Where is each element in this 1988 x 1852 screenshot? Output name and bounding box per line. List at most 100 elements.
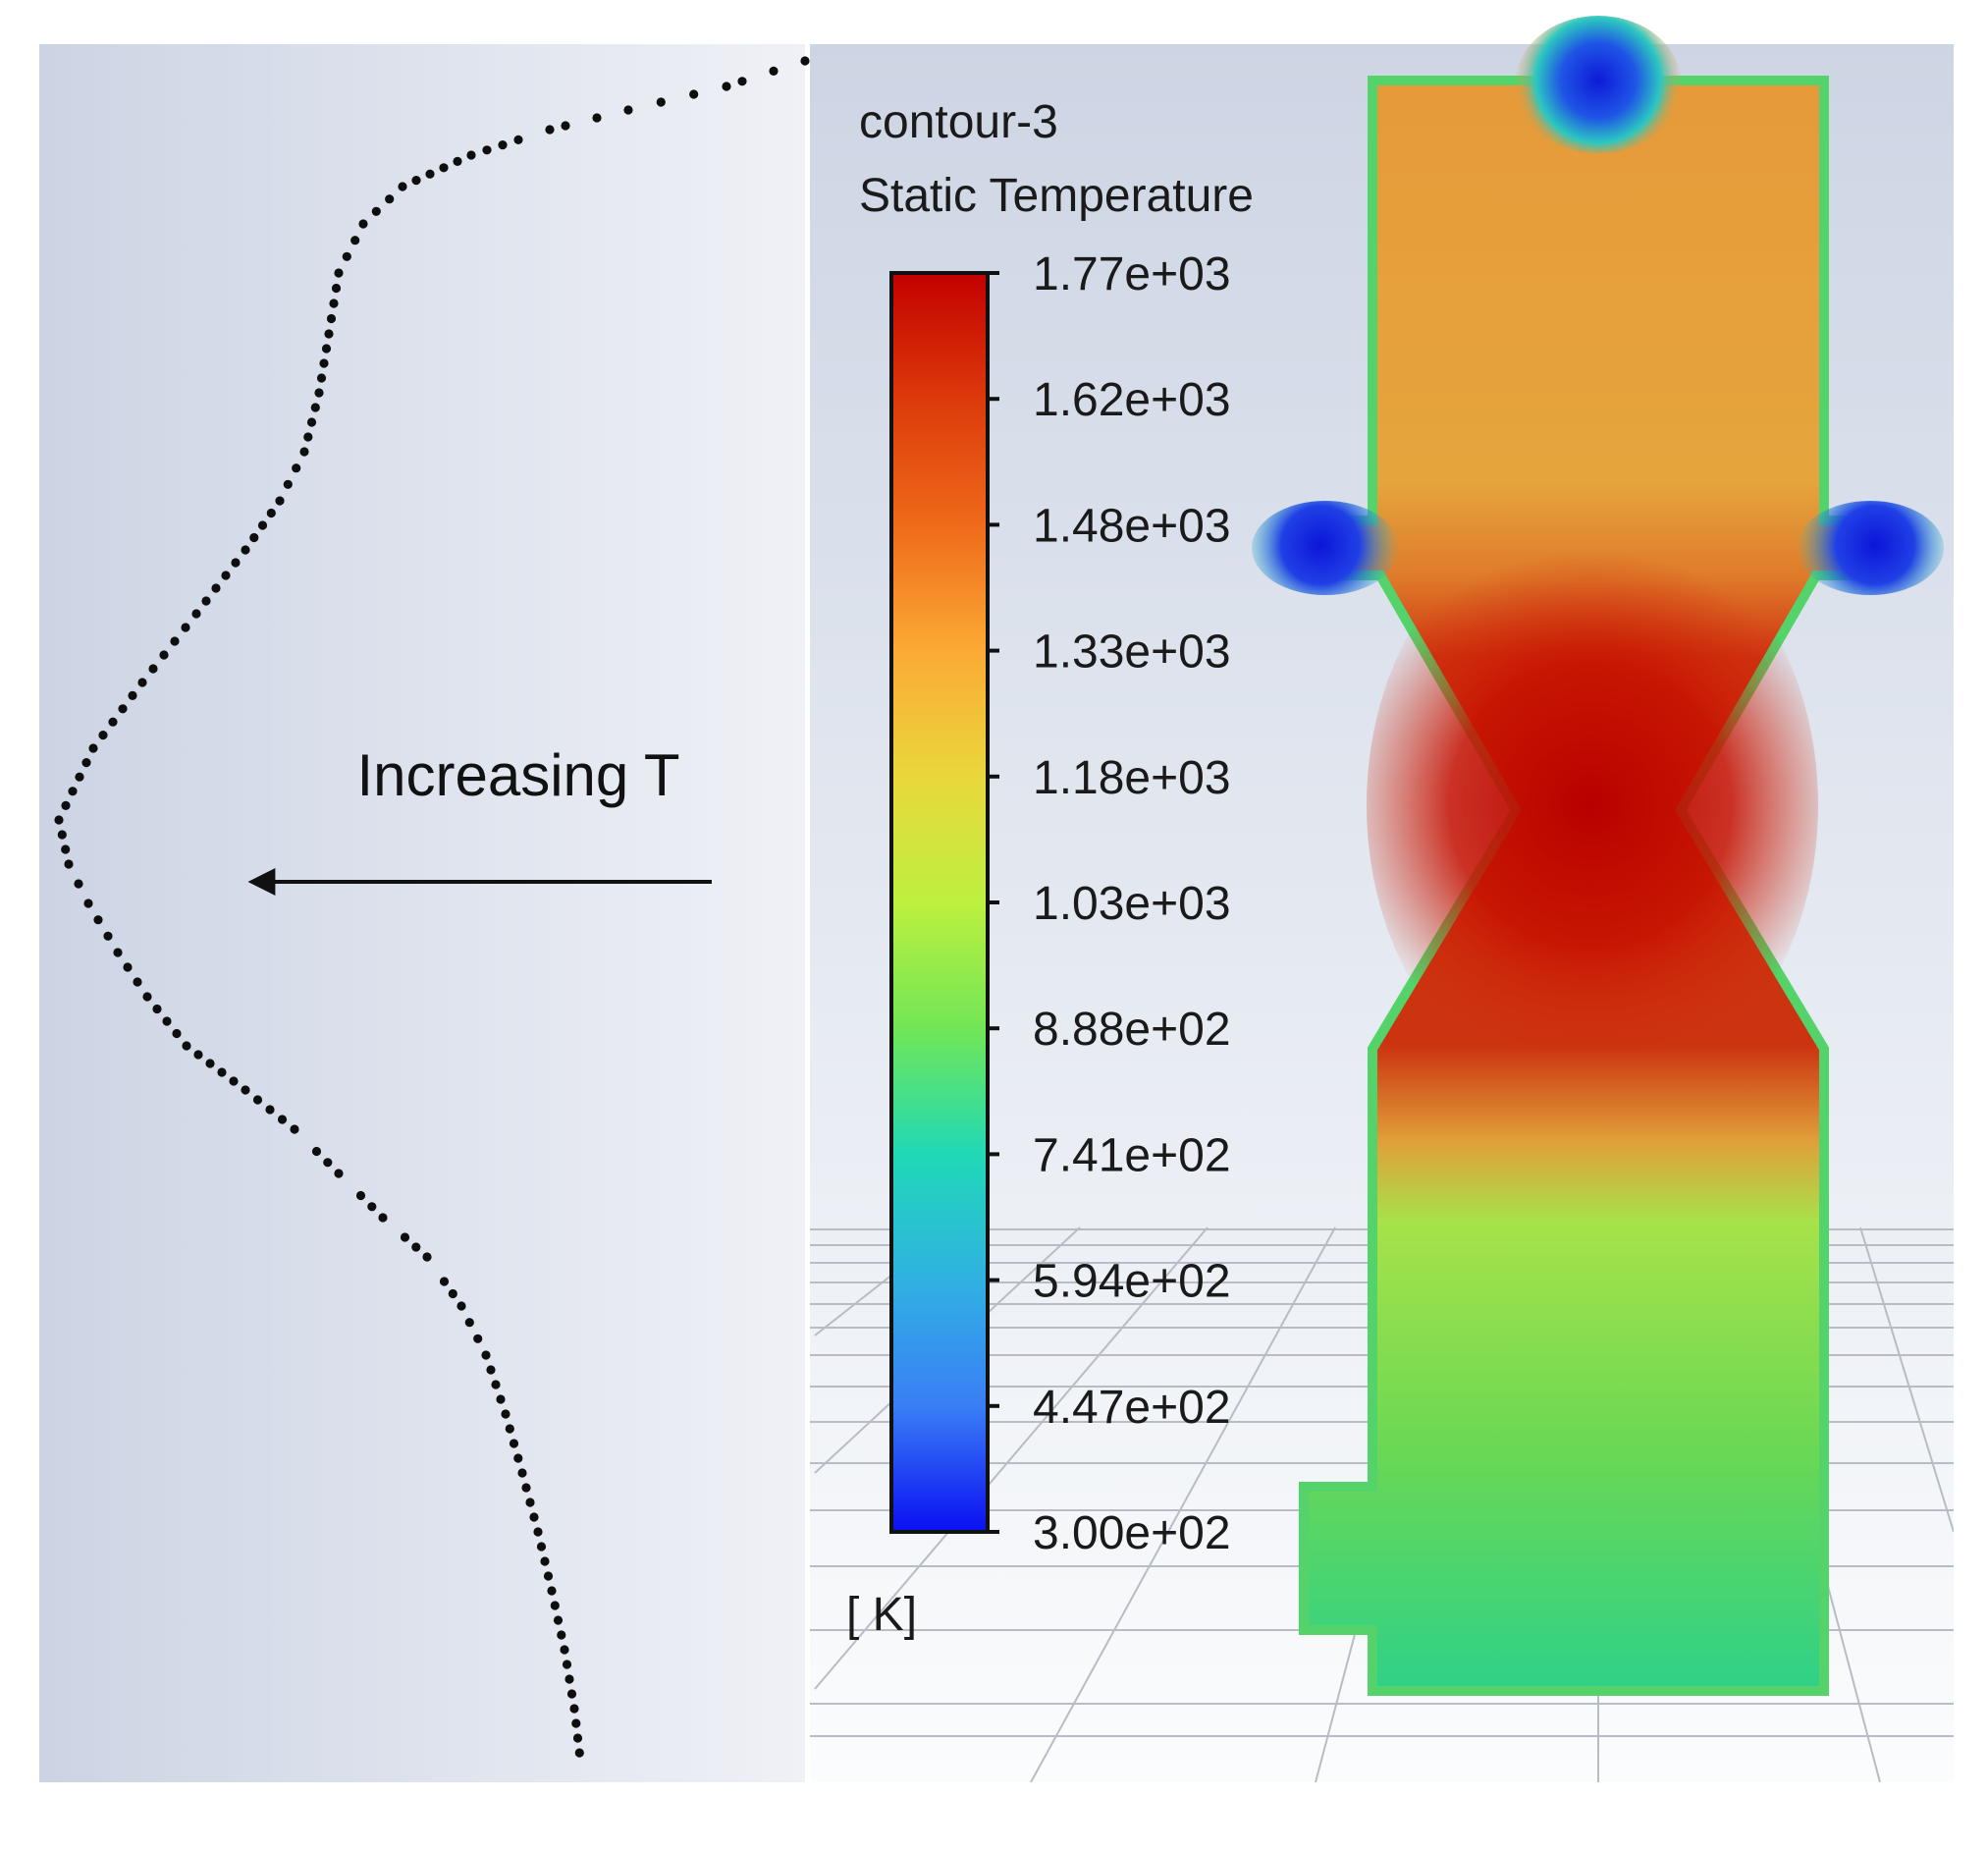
profile-point [448,1288,457,1299]
profile-point [566,1689,577,1699]
profile-point [182,1041,191,1051]
profile-point [103,931,113,941]
profile-point [249,532,259,543]
profile-point [453,156,462,166]
colorbar-tick-label: 3.00e+02 [1033,1507,1231,1559]
profile-point [529,1512,539,1522]
legend-quantity: Static Temperature [859,170,1254,222]
contour-panel: contour-3 Static Temperature 1.77e+03 1.6… [810,16,1954,1782]
profile-point [545,125,555,135]
profile-point [292,463,301,473]
profile-point [592,113,602,123]
reactor-contour [1252,16,1944,1696]
temperature-profile-panel: Increasing T [39,44,810,1782]
profile-point [266,508,276,518]
profile-point [118,704,128,714]
profile-point [323,1158,333,1168]
colorbar-tick-label: 1.62e+03 [1033,374,1231,426]
profile-point [562,1660,572,1669]
profile-point [367,1202,377,1212]
profile-point [342,251,351,261]
profile-point [310,403,320,412]
profile-background [39,44,805,1782]
profile-point [88,743,98,753]
profile-point [378,1213,388,1223]
profile-point [501,1409,510,1419]
colorbar-tick-label: 1.48e+03 [1033,500,1231,552]
cold-inlet-top [1515,16,1682,153]
profile-point [571,1718,581,1728]
profile-point [311,1146,322,1157]
colorbar-tick-label: 1.77e+03 [1033,248,1231,300]
profile-point [547,1586,557,1596]
profile-points [54,56,810,1758]
profile-point [334,268,344,278]
colorbar-tick-label: 1.33e+03 [1033,626,1231,679]
profile-point [181,623,190,632]
profile-point [411,176,421,186]
profile-point [98,731,108,740]
profile-point [324,329,334,339]
profile-point [457,1301,466,1311]
profile-point [303,432,313,442]
profile-point [355,1190,366,1201]
profile-point [498,140,508,150]
profile-point [172,1028,182,1039]
increasing-t-label: Increasing T [356,742,679,808]
profile-point [316,373,327,383]
profile-point [321,344,332,354]
profile-point [137,678,147,687]
profile-point [536,1542,547,1552]
profile-point [722,82,731,91]
profile-point [229,1076,239,1086]
profile-point [623,105,633,115]
profile-point [561,121,570,131]
profile-point [170,636,180,646]
profile-point [533,1527,543,1537]
profile-point [473,1334,483,1343]
profile-point [550,1601,560,1610]
profile-point [689,89,699,99]
profile-point [505,1424,514,1434]
profile-point [358,219,368,229]
profile-point [398,182,407,191]
profile-point [466,150,476,160]
profile-point [400,1232,410,1242]
profile-point [252,1095,263,1105]
profile-point [257,520,268,530]
profile-point [133,977,142,987]
profile-point [64,859,74,869]
profile-point [513,135,523,144]
profile-point [152,1004,162,1014]
profile-point [486,1365,496,1375]
profile-point [191,609,201,619]
colorbar-tick-label: 1.18e+03 [1033,752,1231,804]
cold-inlet-left [1252,501,1399,595]
colorbar-tick-label: 1.03e+03 [1033,878,1231,930]
profile-point [656,97,666,107]
profile-point [517,1468,527,1478]
colorbar-ticks: 1.77e+03 1.62e+03 1.48e+03 1.33e+03 1.18e+03… [988,248,1231,1559]
profile-point [425,169,435,179]
profile-point [314,388,324,398]
profile-point [569,1704,579,1714]
profile-point [54,815,64,825]
profile-point [217,1067,227,1077]
profile-point [496,1394,506,1404]
profile-point [93,915,103,925]
profile-point [68,787,78,796]
profile-point [334,1169,344,1178]
profile-point [350,236,360,245]
profile-point [123,962,133,972]
profile-point [331,283,342,294]
profile-point [108,717,118,727]
profile-point [159,650,169,660]
profile-point [543,1571,554,1581]
hot-core [1367,511,1818,1100]
profile-point [306,417,317,427]
profile-point [61,844,71,854]
profile-point [553,1615,564,1625]
profile-point [241,1085,250,1095]
profile-point [57,830,67,840]
